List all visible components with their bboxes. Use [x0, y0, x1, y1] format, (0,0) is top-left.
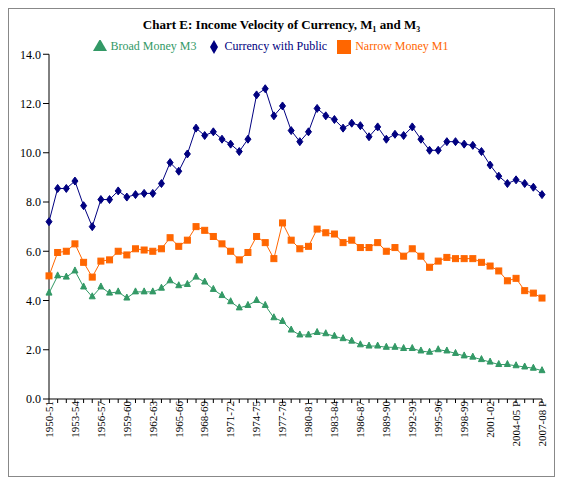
svg-text:1977-78: 1977-78 — [276, 401, 288, 438]
svg-text:12.0: 12.0 — [20, 97, 41, 111]
svg-text:1950-51: 1950-51 — [43, 401, 55, 438]
svg-text:1953-54: 1953-54 — [69, 401, 81, 438]
svg-text:1959-60: 1959-60 — [121, 401, 133, 438]
svg-text:1980-81: 1980-81 — [302, 401, 314, 438]
svg-text:1971-72: 1971-72 — [224, 401, 236, 438]
svg-text:8.0: 8.0 — [26, 195, 41, 209]
svg-text:1956-57: 1956-57 — [95, 401, 107, 438]
svg-text:1986-87: 1986-87 — [354, 401, 366, 438]
html-text:Currency with Public: Currency with Public — [224, 39, 328, 53]
svg-text:1992-93: 1992-93 — [406, 401, 418, 438]
html-text:Chart E: Income Velocity of Cu: Chart E: Income Velocity of Currency, M₁… — [142, 17, 421, 32]
svg-text:1983-84: 1983-84 — [328, 401, 340, 438]
svg-text:1965-66: 1965-66 — [173, 401, 185, 438]
svg-text:1974-75: 1974-75 — [250, 401, 262, 438]
svg-text:0.0: 0.0 — [26, 392, 41, 406]
svg-text:1968-69: 1968-69 — [198, 401, 210, 438]
svg-text:10.0: 10.0 — [20, 146, 41, 160]
svg-text:2004-05 P: 2004-05 P — [510, 401, 522, 447]
svg-text:6.0: 6.0 — [26, 245, 41, 259]
svg-text:4.0: 4.0 — [26, 294, 41, 308]
html-text:Broad Money M3: Broad Money M3 — [110, 39, 197, 53]
svg-text:1995-96: 1995-96 — [432, 401, 444, 438]
html-text:Narrow Money M1: Narrow Money M1 — [355, 39, 449, 53]
svg-text:14.0: 14.0 — [20, 48, 41, 62]
svg-text:1962-63: 1962-63 — [147, 401, 159, 438]
svg-text:2001-02: 2001-02 — [484, 401, 496, 438]
svg-text:1998-99: 1998-99 — [458, 401, 470, 438]
svg-text:2007-08 P: 2007-08 P — [536, 401, 548, 447]
svg-text:1989-90: 1989-90 — [380, 401, 392, 438]
svg-text:2.0: 2.0 — [26, 343, 41, 357]
